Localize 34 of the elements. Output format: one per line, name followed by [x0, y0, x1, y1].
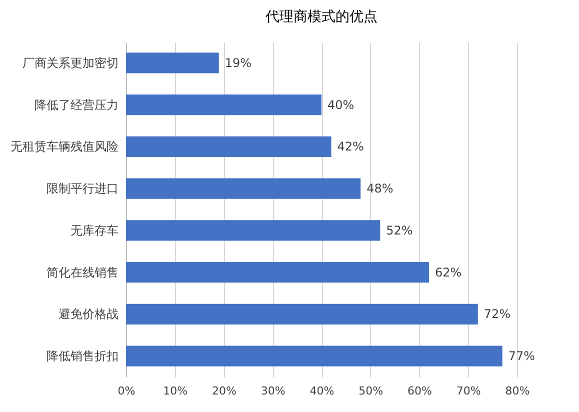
- y-tick-label: 降低了经营压力: [34, 98, 118, 112]
- y-tick-label: 降低销售折扣: [46, 349, 118, 364]
- y-tick-label: 无租赁车辆残值风险: [10, 140, 118, 154]
- x-tick-label: 0%: [118, 384, 136, 398]
- x-tick-label: 60%: [408, 384, 432, 398]
- data-label: 77%: [508, 349, 536, 364]
- bar: [126, 178, 361, 199]
- data-label: 40%: [328, 98, 354, 112]
- data-label: 72%: [484, 307, 511, 322]
- bar: [126, 136, 332, 158]
- bar: [126, 346, 502, 366]
- y-tick-label: 简化在线销售: [46, 265, 118, 280]
- data-label: 62%: [435, 265, 462, 280]
- x-tick-label: 50%: [358, 384, 384, 398]
- y-tick-label: 无库存车: [70, 223, 118, 238]
- x-tick-label: 70%: [456, 384, 481, 398]
- data-label: 19%: [224, 56, 252, 70]
- x-tick-label: 10%: [163, 384, 188, 398]
- bar: [126, 94, 322, 116]
- data-label: 42%: [337, 140, 364, 154]
- bar: [126, 52, 219, 74]
- x-tick-label: 30%: [260, 384, 286, 398]
- bar: [126, 220, 380, 241]
- data-label: 52%: [386, 223, 413, 238]
- y-tick-label: 避免价格战: [58, 307, 118, 322]
- y-tick-label: 厂商关系更加密切: [22, 56, 118, 70]
- x-tick-label: 20%: [212, 384, 236, 398]
- data-label: 48%: [366, 182, 394, 196]
- chart-title: 代理商模式的优点: [264, 9, 378, 25]
- bar: [126, 262, 430, 283]
- bar: [126, 304, 478, 325]
- y-tick-label: 限制平行进口: [46, 182, 118, 196]
- x-tick-label: 80%: [505, 384, 530, 398]
- x-tick-label: 40%: [310, 384, 334, 398]
